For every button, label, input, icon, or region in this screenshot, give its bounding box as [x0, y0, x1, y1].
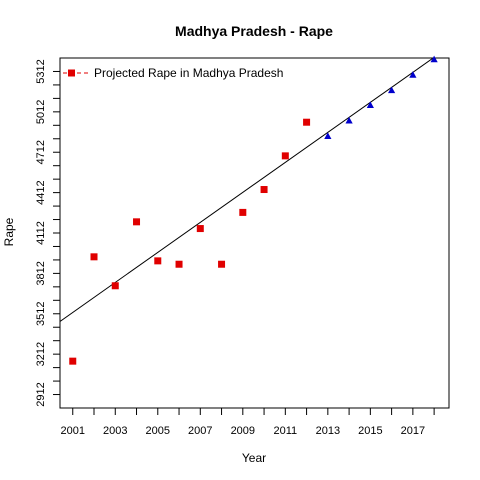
data-point-square: [282, 152, 289, 159]
x-tick-label: 2001: [61, 425, 85, 437]
y-tick-label: 3212: [35, 342, 47, 366]
chart-title: Madhya Pradesh - Rape: [175, 23, 333, 39]
data-point-square: [112, 282, 119, 289]
data-point-square: [197, 225, 204, 232]
data-point-square: [218, 261, 225, 268]
y-tick-label: 4412: [35, 180, 47, 204]
legend: Projected Rape in Madhya Pradesh: [63, 66, 283, 80]
y-tick-label: 4712: [35, 140, 47, 164]
x-tick-label: 2009: [231, 425, 255, 437]
x-axis-label: Year: [242, 451, 266, 465]
y-tick-label: 3812: [35, 261, 47, 285]
legend-label: Projected Rape in Madhya Pradesh: [94, 66, 283, 80]
y-tick-label: 3512: [35, 302, 47, 326]
y-tick-label: 5312: [35, 59, 47, 83]
y-tick-label: 5012: [35, 100, 47, 124]
data-point-square: [176, 261, 183, 268]
legend-marker: [68, 70, 75, 77]
y-tick-label: 2912: [35, 382, 47, 406]
x-tick-label: 2017: [401, 425, 425, 437]
data-point-square: [261, 186, 268, 193]
data-point-square: [133, 218, 140, 225]
data-point-square: [303, 119, 310, 126]
x-tick-label: 2013: [316, 425, 340, 437]
data-point-square: [239, 209, 246, 216]
data-point-square: [154, 257, 161, 264]
x-tick-label: 2007: [188, 425, 212, 437]
y-tick-label: 4112: [35, 221, 47, 245]
data-point-square: [69, 358, 76, 365]
x-tick-label: 2011: [273, 425, 297, 437]
x-tick-label: 2005: [146, 425, 170, 437]
data-point-square: [91, 253, 98, 260]
x-tick-label: 2003: [103, 425, 127, 437]
x-tick-label: 2015: [358, 425, 382, 437]
y-axis-label: Rape: [2, 217, 16, 246]
